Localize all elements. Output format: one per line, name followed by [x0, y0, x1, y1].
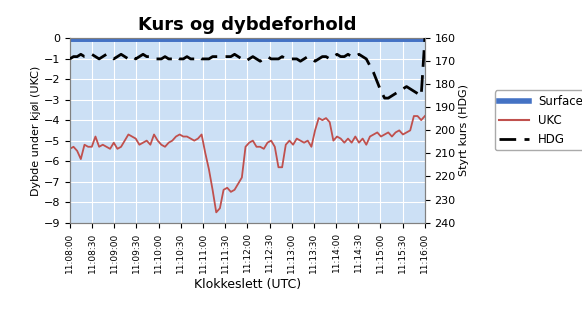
Legend: Surface, UKC, HDG: Surface, UKC, HDG [495, 90, 582, 150]
Y-axis label: Styrt kurs (HDG): Styrt kurs (HDG) [459, 84, 469, 176]
Title: Kurs og dybdeforhold: Kurs og dybdeforhold [138, 16, 357, 34]
X-axis label: Klokkeslett (UTC): Klokkeslett (UTC) [194, 278, 301, 291]
Y-axis label: Dybde under kjøl (UKC): Dybde under kjøl (UKC) [31, 65, 41, 196]
